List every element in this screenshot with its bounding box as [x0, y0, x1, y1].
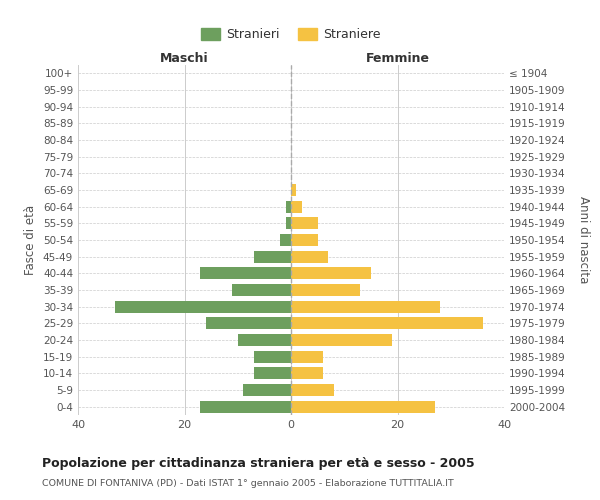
Y-axis label: Anni di nascita: Anni di nascita — [577, 196, 590, 284]
Text: Femmine: Femmine — [365, 52, 430, 65]
Text: COMUNE DI FONTANIVA (PD) - Dati ISTAT 1° gennaio 2005 - Elaborazione TUTTITALIA.: COMUNE DI FONTANIVA (PD) - Dati ISTAT 1°… — [42, 479, 454, 488]
Bar — [238, 334, 291, 346]
Bar — [291, 200, 302, 212]
Bar — [291, 384, 334, 396]
Legend: Stranieri, Straniere: Stranieri, Straniere — [199, 26, 383, 44]
Bar — [286, 218, 291, 230]
Bar — [254, 250, 291, 262]
Bar — [280, 234, 291, 246]
Bar — [291, 300, 440, 312]
Bar — [286, 200, 291, 212]
Bar — [291, 268, 371, 280]
Bar — [206, 318, 291, 330]
Bar — [200, 400, 291, 412]
Bar — [291, 368, 323, 380]
Bar — [200, 268, 291, 280]
Bar — [291, 318, 483, 330]
Bar — [254, 368, 291, 380]
Bar — [254, 350, 291, 362]
Bar — [291, 284, 360, 296]
Bar — [291, 250, 328, 262]
Y-axis label: Fasce di età: Fasce di età — [25, 205, 37, 275]
Bar — [291, 350, 323, 362]
Text: Maschi: Maschi — [160, 52, 209, 65]
Bar — [232, 284, 291, 296]
Bar — [291, 218, 317, 230]
Bar — [291, 234, 317, 246]
Bar — [115, 300, 291, 312]
Bar — [291, 184, 296, 196]
Bar — [243, 384, 291, 396]
Bar — [291, 400, 435, 412]
Bar — [291, 334, 392, 346]
Text: Popolazione per cittadinanza straniera per età e sesso - 2005: Popolazione per cittadinanza straniera p… — [42, 458, 475, 470]
